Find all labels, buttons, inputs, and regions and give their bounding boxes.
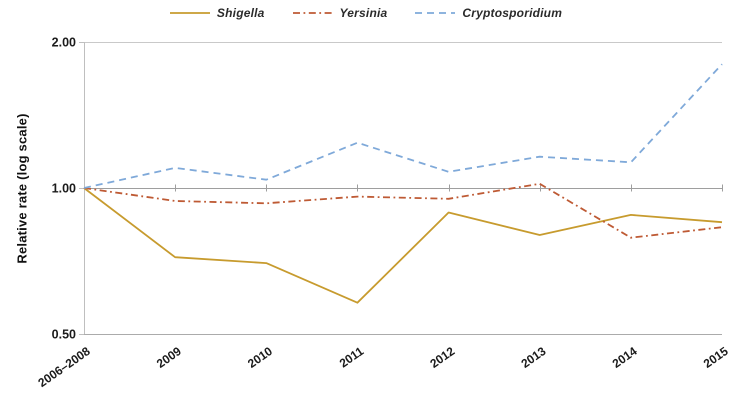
x-tick-label: 2015 <box>701 344 731 371</box>
series-line-shigella <box>83 187 723 304</box>
series-line-yersinia <box>83 182 723 239</box>
legend-line-sample-shigella <box>169 12 210 14</box>
legend-label: Cryptosporidium <box>462 6 563 20</box>
x-tick-label: 2009 <box>154 344 184 371</box>
legend-line-sample-yersinia <box>292 12 333 14</box>
y-tick-label: 1.00 <box>52 182 76 196</box>
legend-line-sample-cryptosporidium <box>415 12 456 14</box>
series-line-cryptosporidium <box>83 63 723 189</box>
chart-legend: Shigella Yersinia Cryptosporidium <box>0 6 732 20</box>
y-tick-label: 2.00 <box>52 36 76 50</box>
x-tick-label: 2012 <box>427 344 457 371</box>
x-tick-label: 2006–2008 <box>35 344 92 390</box>
legend-item-yersinia: Yersinia <box>292 6 388 20</box>
x-tick-label: 2013 <box>519 344 549 371</box>
x-tick-label: 2011 <box>337 344 367 371</box>
x-tick-label: 2010 <box>245 344 275 371</box>
x-tick-label: 2014 <box>610 344 640 371</box>
legend-label: Yersinia <box>339 6 388 20</box>
legend-item-shigella: Shigella <box>169 6 265 20</box>
legend-item-cryptosporidium: Cryptosporidium <box>415 6 562 20</box>
y-tick-label: 0.50 <box>52 328 76 342</box>
legend-label: Shigella <box>216 6 265 20</box>
